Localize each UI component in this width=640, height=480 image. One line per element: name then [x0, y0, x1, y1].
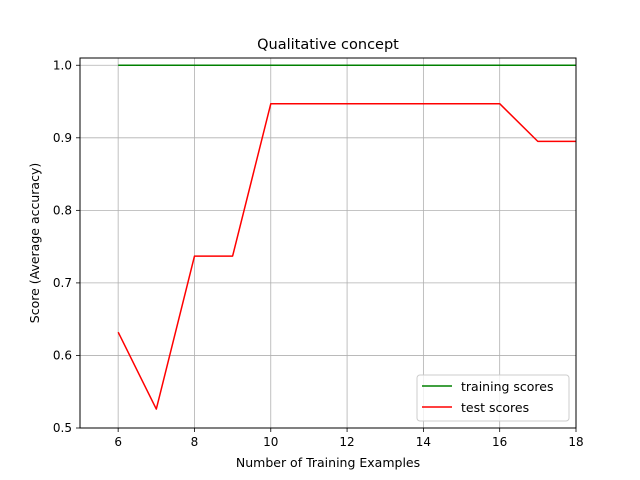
x-tick-label: 16: [492, 435, 507, 449]
legend-label-test: test scores: [461, 400, 529, 415]
x-tick-label: 10: [263, 435, 278, 449]
x-tick-label: 18: [568, 435, 583, 449]
legend: training scores test scores: [416, 374, 570, 422]
x-tick-label: 12: [339, 435, 354, 449]
y-tick-label: 0.6: [53, 348, 72, 362]
x-tick-label: 6: [114, 435, 122, 449]
series-line-1: [117, 102, 576, 410]
chart-title: Qualitative concept: [257, 37, 399, 53]
y-tick-label: 1.0: [53, 58, 72, 72]
y-tick-label: 0.8: [53, 203, 72, 217]
y-tick-label: 0.9: [53, 131, 72, 145]
series-group: [117, 64, 576, 410]
x-tick-label: 14: [416, 435, 431, 449]
x-axis-label: Number of Training Examples: [236, 455, 420, 470]
x-tick-label: 8: [191, 435, 199, 449]
y-axis-label: Score (Average accuracy): [27, 163, 42, 323]
legend-label-training: training scores: [461, 379, 554, 394]
plot-frame: [79, 57, 577, 429]
ticks: 6 8 10 12 14 16 18 0.5 0.6 0.7 0.8 0.9 1.0: [53, 58, 584, 449]
y-tick-label: 0.7: [53, 276, 72, 290]
y-tick-label: 0.5: [53, 421, 72, 435]
legend-box: [416, 374, 570, 422]
